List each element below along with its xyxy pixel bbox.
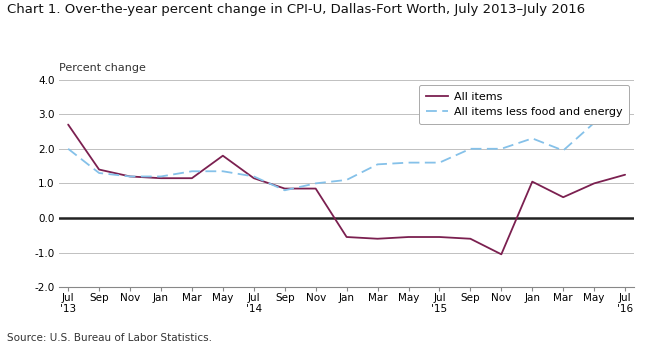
Legend: All items, All items less food and energy: All items, All items less food and energ…: [419, 85, 629, 124]
Text: Percent change: Percent change: [59, 63, 146, 73]
All items: [405, 235, 413, 239]
All items less food and energy: [405, 161, 413, 165]
All items less food and energy: [559, 148, 567, 153]
All items: [312, 186, 320, 191]
All items less food and energy: [436, 161, 443, 165]
All items: [219, 154, 227, 158]
All items less food and energy: [590, 121, 598, 125]
All items less food and energy: [373, 162, 381, 166]
All items less food and energy: [95, 171, 103, 175]
All items: [590, 181, 598, 185]
Line: All items: All items: [68, 125, 625, 254]
All items: [126, 174, 134, 179]
All items less food and energy: [250, 174, 258, 179]
All items: [343, 235, 351, 239]
All items: [373, 237, 381, 241]
All items less food and energy: [188, 169, 196, 173]
All items less food and energy: [312, 181, 320, 185]
All items: [436, 235, 443, 239]
All items: [281, 186, 288, 191]
All items: [498, 252, 506, 256]
All items less food and energy: [219, 169, 227, 173]
All items less food and energy: [126, 174, 134, 179]
Text: Chart 1. Over-the-year percent change in CPI-U, Dallas-Fort Worth, July 2013–Jul: Chart 1. Over-the-year percent change in…: [7, 3, 585, 17]
All items: [95, 167, 103, 172]
Line: All items less food and energy: All items less food and energy: [68, 118, 625, 190]
All items: [528, 180, 536, 184]
All items: [559, 195, 567, 199]
All items less food and energy: [498, 147, 506, 151]
All items less food and energy: [64, 147, 72, 151]
All items: [157, 176, 165, 180]
All items less food and energy: [281, 188, 288, 192]
All items: [466, 237, 474, 241]
All items less food and energy: [528, 136, 536, 140]
All items: [188, 176, 196, 180]
Text: Source: U.S. Bureau of Labor Statistics.: Source: U.S. Bureau of Labor Statistics.: [7, 333, 211, 343]
All items: [64, 122, 72, 127]
All items: [250, 176, 258, 180]
All items less food and energy: [466, 147, 474, 151]
All items: [621, 173, 629, 177]
All items less food and energy: [621, 116, 629, 120]
All items less food and energy: [157, 174, 165, 179]
All items less food and energy: [343, 178, 351, 182]
